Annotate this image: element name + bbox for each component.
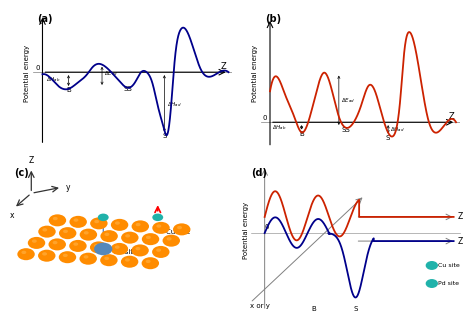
Text: Cu site: Cu site xyxy=(438,263,460,268)
Text: B: B xyxy=(66,87,71,93)
Circle shape xyxy=(94,243,112,255)
Text: x or y: x or y xyxy=(250,303,270,309)
Circle shape xyxy=(59,251,76,263)
Circle shape xyxy=(132,220,149,232)
Text: 0: 0 xyxy=(35,65,40,71)
Text: Z: Z xyxy=(28,156,34,165)
Circle shape xyxy=(38,250,55,262)
Text: 0: 0 xyxy=(263,115,267,121)
Circle shape xyxy=(83,255,89,259)
Circle shape xyxy=(156,224,161,228)
Circle shape xyxy=(73,218,78,222)
Circle shape xyxy=(42,252,47,256)
Text: Potential energy: Potential energy xyxy=(252,44,258,101)
Circle shape xyxy=(146,260,151,263)
Text: Pd site: Pd site xyxy=(114,249,137,255)
Circle shape xyxy=(110,243,128,255)
Circle shape xyxy=(115,221,120,225)
Text: Potential energy: Potential energy xyxy=(244,202,249,260)
Circle shape xyxy=(28,237,45,249)
Circle shape xyxy=(73,243,78,246)
Circle shape xyxy=(48,238,66,251)
Circle shape xyxy=(80,228,97,241)
Text: Z: Z xyxy=(457,212,463,221)
Circle shape xyxy=(63,254,68,257)
Circle shape xyxy=(125,258,130,261)
Text: S: S xyxy=(353,306,358,312)
Circle shape xyxy=(53,217,58,220)
Circle shape xyxy=(32,239,37,243)
Circle shape xyxy=(104,257,109,260)
Text: Pd site: Pd site xyxy=(438,281,459,286)
Circle shape xyxy=(100,230,118,242)
Circle shape xyxy=(90,241,108,253)
Circle shape xyxy=(152,213,163,221)
Circle shape xyxy=(426,262,437,269)
Circle shape xyxy=(142,233,159,245)
Text: B: B xyxy=(299,131,304,137)
Circle shape xyxy=(173,223,191,236)
Circle shape xyxy=(167,237,172,241)
Circle shape xyxy=(177,226,182,229)
Circle shape xyxy=(59,227,76,239)
Circle shape xyxy=(69,240,87,252)
Circle shape xyxy=(18,248,35,260)
Circle shape xyxy=(42,228,47,231)
Circle shape xyxy=(131,244,149,256)
Text: Potential energy: Potential energy xyxy=(24,44,30,101)
Circle shape xyxy=(115,245,119,249)
Text: $\Delta E_{ad}$: $\Delta E_{ad}$ xyxy=(104,69,118,78)
Text: y: y xyxy=(66,183,71,192)
Text: $\Delta H_{ab}$: $\Delta H_{ab}$ xyxy=(272,123,286,132)
Text: 0: 0 xyxy=(264,224,269,230)
Circle shape xyxy=(121,256,138,268)
Text: B: B xyxy=(311,306,316,312)
Text: SS: SS xyxy=(342,127,351,133)
Text: Z: Z xyxy=(221,62,227,71)
Circle shape xyxy=(98,213,109,221)
Circle shape xyxy=(21,251,27,254)
Circle shape xyxy=(104,233,109,236)
Text: $\Delta E_{ad}$: $\Delta E_{ad}$ xyxy=(341,97,355,105)
Text: (d): (d) xyxy=(251,168,267,178)
Circle shape xyxy=(136,247,140,250)
Circle shape xyxy=(94,220,99,223)
Circle shape xyxy=(38,226,56,238)
Circle shape xyxy=(163,235,180,247)
Circle shape xyxy=(84,231,89,235)
Circle shape xyxy=(80,253,97,265)
Circle shape xyxy=(53,241,57,244)
Circle shape xyxy=(152,246,170,258)
Text: $\Delta H_{ad}$: $\Delta H_{ad}$ xyxy=(167,100,182,109)
Circle shape xyxy=(49,214,66,226)
Text: x: x xyxy=(9,211,14,220)
Text: (c): (c) xyxy=(14,168,28,178)
Text: (a): (a) xyxy=(37,14,53,24)
Circle shape xyxy=(90,217,108,229)
Circle shape xyxy=(142,257,159,269)
Text: (b): (b) xyxy=(264,14,281,24)
Text: S: S xyxy=(386,135,390,141)
Circle shape xyxy=(70,216,87,228)
Circle shape xyxy=(136,223,141,226)
Text: Z: Z xyxy=(448,112,454,121)
Text: $\Delta H_{ad}$: $\Delta H_{ad}$ xyxy=(390,125,405,134)
Text: Z: Z xyxy=(457,236,463,245)
Text: S: S xyxy=(162,133,166,140)
Circle shape xyxy=(94,244,99,247)
Circle shape xyxy=(63,230,68,233)
Circle shape xyxy=(146,236,151,239)
Circle shape xyxy=(156,248,161,252)
Text: $\Delta H_{ab}$: $\Delta H_{ab}$ xyxy=(46,75,61,84)
Circle shape xyxy=(100,254,118,266)
Circle shape xyxy=(111,219,128,231)
Circle shape xyxy=(121,232,138,244)
Circle shape xyxy=(125,234,130,237)
Text: SS: SS xyxy=(124,86,132,92)
Circle shape xyxy=(152,222,170,234)
Text: Cu site: Cu site xyxy=(166,229,191,236)
Circle shape xyxy=(426,280,437,287)
